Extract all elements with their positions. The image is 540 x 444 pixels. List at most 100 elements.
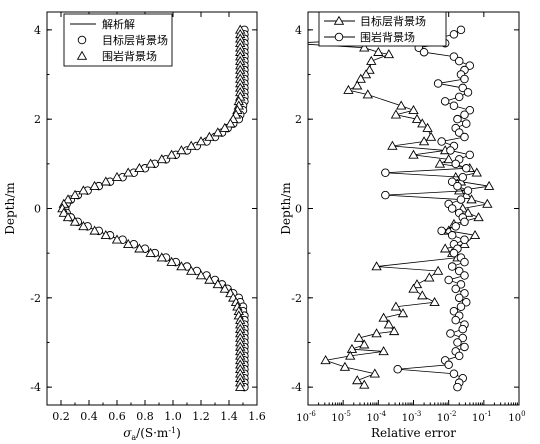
left-point-triangle [235,381,246,391]
right-x-tick-label: 100 [508,410,525,424]
right-point-triangle [408,283,419,293]
right-point-triangle [469,229,481,240]
left-point-triangle [100,229,111,240]
left-y-tick-label: 0 [34,203,41,216]
left-x-tick-label: 0.4 [80,410,98,423]
left-point-triangle [195,136,207,146]
right-point-triangle [359,42,370,52]
left-y-tick-label: -4 [30,381,41,394]
right-point-circle [447,204,457,213]
right-point-triangle [422,122,433,132]
left-point-triangle [156,154,167,164]
right-point-circle [454,56,464,66]
left-x-tick-label: 0.2 [52,410,70,423]
left-point-triangle [166,256,177,266]
left-x-tick-label: 0.8 [136,410,154,423]
left-point-triangle [78,221,89,231]
right-point-circle [453,181,462,191]
right-point-circle [449,248,459,258]
right-point-triangle [408,104,419,115]
right-point-circle [456,25,466,35]
right-point-triangle [443,154,454,164]
right-point-triangle [364,64,375,74]
left-legend-marker-circle [77,35,87,45]
right-point-triangle [418,136,430,146]
right-x-tick-label: 10-5 [331,410,351,424]
right-point-triangle [352,80,363,90]
right-point-circle [463,186,473,195]
left-point-triangle [134,243,145,253]
right-point-triangle [373,46,384,56]
right-point-circle [454,92,464,102]
right-x-tick-label: 10-6 [296,410,316,424]
left-x-tick-label: 1.4 [220,410,238,423]
right-point-circle [419,47,429,57]
left-point-triangle [111,171,123,181]
right-point-triangle [439,243,451,253]
right-point-triangle [352,375,363,385]
left-legend-label: 围岩背景场 [102,49,157,63]
left-point-triangle [176,145,187,155]
left-point-triangle [186,140,197,150]
left-plot-frame [46,11,258,406]
right-point-triangle [390,109,402,119]
left-x-axis-label: σa/(S·m-1) [123,426,181,442]
right-point-triangle [378,346,389,356]
left-point-triangle [212,279,223,289]
right-point-circle [447,231,457,240]
right-legend-marker-triangle [333,15,345,25]
right-point-triangle [383,49,395,59]
right-x-tick-label: 10-3 [402,410,422,424]
right-point-circle [456,195,466,204]
left-point-triangle [111,234,123,244]
right-point-triangle [425,131,437,141]
right-point-circle [447,262,457,271]
left-point-triangle [62,194,74,204]
left-y-tick-label: -2 [30,292,41,305]
right-point-circle [440,97,450,106]
right-point-circle [465,150,475,160]
right-point-circle [462,119,471,128]
right-point-circle [460,257,469,267]
left-point-triangle [58,207,69,217]
left-point-triangle [123,167,134,177]
right-series-triangle [308,29,490,386]
left-point-triangle [100,176,111,186]
right-point-circle [381,168,390,178]
right-point-circle [433,79,443,88]
left-series-line [61,29,243,388]
right-point-triangle [466,194,477,204]
left-point-triangle [78,185,89,195]
right-point-circle [460,217,469,227]
left-legend-marker-triangle [76,50,88,60]
left-point-triangle [186,265,197,275]
right-legend-marker-circle [334,32,344,42]
right-point-triangle [390,301,402,311]
right-point-triangle [369,368,380,378]
right-point-circle [463,88,473,97]
right-point-triangle [359,379,370,389]
right-series-line [308,29,490,386]
right-point-triangle [339,361,351,371]
right-point-circle [460,74,469,84]
right-x-tick-label: 10-2 [437,410,457,424]
right-point-circle [460,235,469,245]
right-point-circle [456,302,466,312]
left-point-triangle [204,274,215,284]
right-point-circle [446,329,455,338]
right-point-triangle [432,265,444,275]
left-point-triangle [145,158,156,168]
right-point-circle [451,284,460,294]
left-x-tick-label: 1.6 [248,410,266,423]
right-point-circle [460,110,469,119]
right-point-circle [453,338,462,347]
right-y-tick-label: 2 [295,113,302,126]
left-point-triangle [89,225,100,235]
right-legend-label: 围岩背景场 [360,30,415,44]
left-x-tick-label: 1.0 [164,410,182,423]
right-point-triangle [483,180,495,190]
right-point-circle [454,351,464,361]
right-y-tick-label: -4 [291,381,302,394]
right-point-triangle [359,339,370,349]
right-point-circle [437,226,446,236]
